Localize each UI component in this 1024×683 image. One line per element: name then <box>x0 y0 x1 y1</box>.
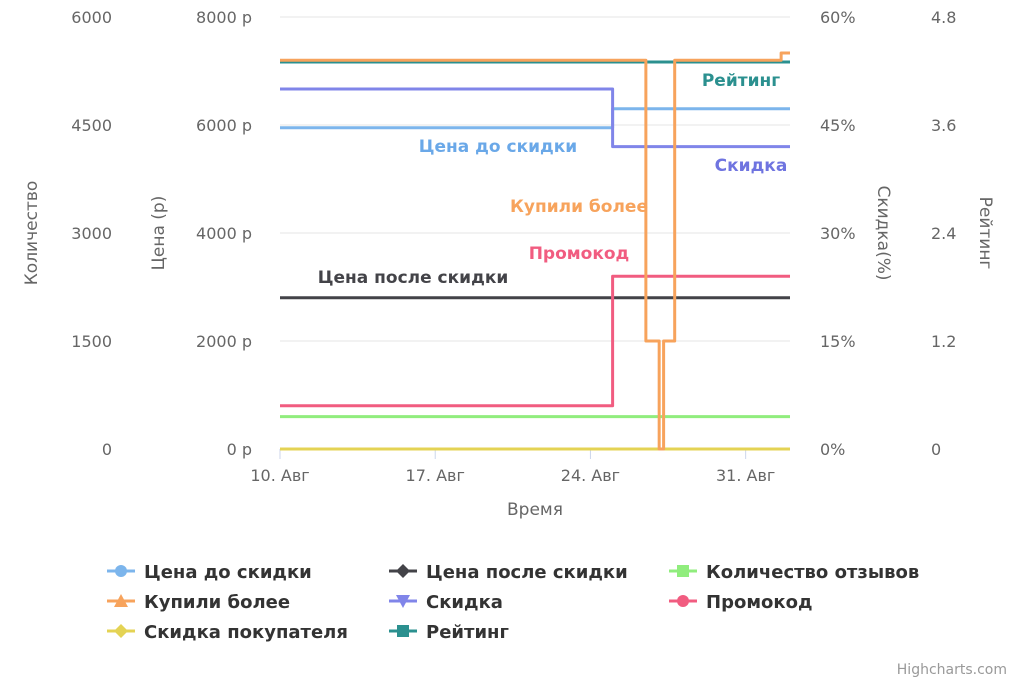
legend-marker-square-icon <box>677 565 689 577</box>
legend-marker-circle-icon <box>677 595 689 607</box>
legend-marker-triangle-down-icon <box>396 595 410 608</box>
y-tick-label-pct: 30% <box>820 224 856 243</box>
legend: Цена до скидки Цена после скидки Количеств… <box>107 562 919 643</box>
credits-link[interactable]: Highcharts.com <box>897 662 1007 678</box>
legend-label: Рейтинг <box>426 622 509 643</box>
legend-item[interactable]: Скидка покупателя <box>107 622 348 643</box>
y-tick-label-qty: 3000 <box>71 224 112 243</box>
y-tick-label-qty: 0 <box>102 440 112 459</box>
y-tick-label-qty: 4500 <box>71 116 112 135</box>
y-tick-label-qty: 1500 <box>71 332 112 351</box>
legend-marker-triangle-icon <box>114 594 128 607</box>
y-axis-title-qty: Количество <box>22 181 42 286</box>
y-tick-label-pct: 45% <box>820 116 856 135</box>
y-tick-label-pct: 0% <box>820 440 845 459</box>
series-line[interactable] <box>280 274 790 408</box>
legend-marker-circle-icon <box>115 565 127 577</box>
x-tick-label: 31. Авг <box>716 466 775 485</box>
legend-item[interactable]: Купили более <box>107 592 290 613</box>
series-label: Цена до скидки <box>419 137 577 157</box>
y-tick-label-pct: 15% <box>820 332 856 351</box>
y-axes: 6000 4500 3000 1500 0 Количество 8000 р 6000 р 4… <box>22 8 995 459</box>
y-tick-label-pct: 60% <box>820 8 856 27</box>
y-tick-label-rating: 4.8 <box>931 8 956 27</box>
series-label: Промокод <box>529 244 630 264</box>
legend-marker-square-icon <box>397 625 409 637</box>
legend-label: Скидка покупателя <box>144 622 348 643</box>
legend-label: Купили более <box>144 592 290 613</box>
legend-label: Промокод <box>706 592 813 613</box>
y-tick-label-rating: 3.6 <box>931 116 956 135</box>
x-tick-label: 17. Авг <box>406 466 465 485</box>
x-tick-label: 24. Авг <box>561 466 620 485</box>
legend-label: Цена после скидки <box>426 562 628 583</box>
series-label: Рейтинг <box>702 71 780 91</box>
series-labels: Цена до скидки Цена после скидки Купили бо… <box>318 71 788 288</box>
legend-item[interactable]: Цена до скидки <box>107 562 312 583</box>
series-line[interactable] <box>280 87 790 149</box>
legend-item[interactable]: Скидка <box>389 592 503 613</box>
legend-label: Скидка <box>426 592 503 613</box>
series-label: Купили более <box>510 197 648 217</box>
y-tick-label-rating: 2.4 <box>931 224 956 243</box>
y-tick-label-rating: 1.2 <box>931 332 956 351</box>
y-tick-label-price: 8000 р <box>196 8 252 27</box>
y-tick-label-price: 6000 р <box>196 116 252 135</box>
series-label: Цена после скидки <box>318 268 509 288</box>
series-label: Скидка <box>715 156 788 176</box>
legend-label: Количество отзывов <box>706 562 919 583</box>
y-tick-label-price: 0 р <box>227 440 252 459</box>
y-tick-label-price: 4000 р <box>196 224 252 243</box>
series-line[interactable] <box>280 51 790 451</box>
x-axis: 10. Авг 17. Авг 24. Авг 31. Авг Время <box>250 449 775 520</box>
x-tick-label: 10. Авг <box>250 466 309 485</box>
y-tick-label-qty: 6000 <box>71 8 112 27</box>
y-axis-title-rating: Рейтинг <box>975 197 995 270</box>
legend-label: Цена до скидки <box>144 562 312 583</box>
legend-marker-diamond-icon <box>396 564 410 578</box>
legend-item[interactable]: Количество отзывов <box>669 562 919 583</box>
legend-item[interactable]: Рейтинг <box>389 622 509 643</box>
x-axis-title: Время <box>507 500 563 520</box>
y-tick-label-price: 2000 р <box>196 332 252 351</box>
legend-marker-diamond-icon <box>114 624 128 638</box>
y-axis-title-pct: Скидка(%) <box>873 185 893 280</box>
series-lines <box>280 51 790 451</box>
y-axis-title-price: Цена (р) <box>149 196 169 271</box>
y-tick-label-rating: 0 <box>931 440 941 459</box>
legend-item[interactable]: Промокод <box>669 592 813 613</box>
legend-item[interactable]: Цена после скидки <box>389 562 628 583</box>
